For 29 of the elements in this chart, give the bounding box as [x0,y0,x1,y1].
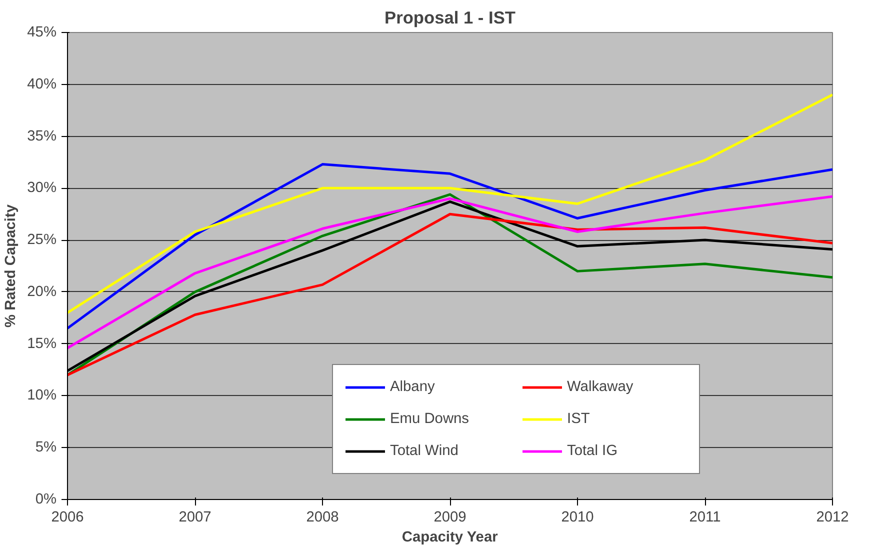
legend-label: Emu Downs [390,411,470,427]
y-axis-title: % Rated Capacity [3,204,20,328]
legend-label: Total IG [567,443,619,459]
y-tick-label: 0% [35,492,57,508]
chart-title: Proposal 1 - IST [384,8,516,28]
x-tick-label: 2011 [689,510,721,526]
legend-label: Albany [390,379,436,395]
x-tick-label: 2006 [51,510,84,526]
line-series [68,195,832,350]
x-tick-label: 2010 [561,510,594,526]
legend-label: IST [567,411,591,427]
y-tick-label: 35% [27,128,57,144]
line-series [68,163,832,330]
y-tick-label: 40% [27,76,57,92]
y-tick-label: 20% [27,284,57,300]
y-tick-label: 25% [27,232,57,248]
y-tick-label: 5% [35,440,57,456]
y-tick-label: 45% [27,24,57,40]
x-tick-label: 2009 [434,510,466,526]
y-tick-label: 30% [27,180,57,196]
x-tick-label: 2008 [306,510,339,526]
legend-label: Walkaway [567,379,634,395]
legend-label: Total Wind [390,443,460,459]
x-axis-title: Capacity Year [402,530,498,546]
y-tick-label: 10% [27,388,57,404]
y-tick-label: 15% [27,336,57,352]
x-tick-label: 2012 [816,510,849,526]
x-tick-label: 2007 [178,510,212,526]
line-series [68,94,832,314]
